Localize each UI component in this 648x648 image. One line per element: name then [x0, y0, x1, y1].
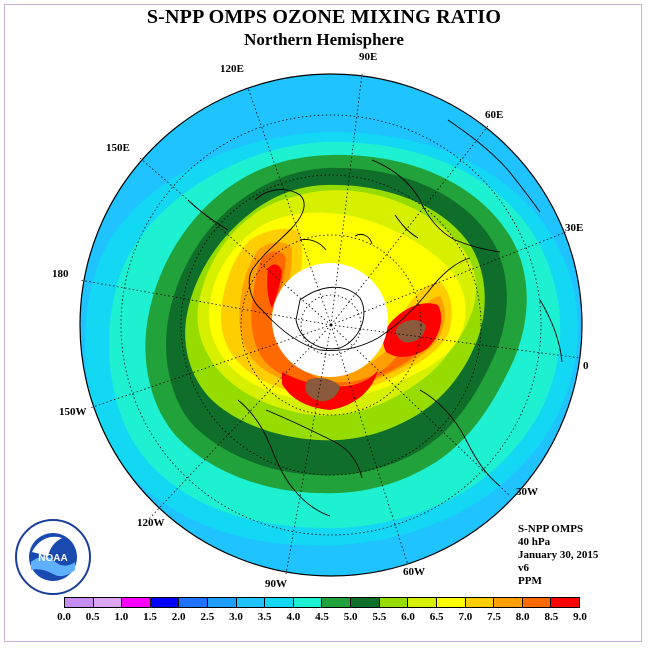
page-frame [4, 4, 642, 642]
polar-night-no-data [272, 263, 388, 377]
colorbar [64, 597, 580, 608]
colorbar-tick-label: 9.0 [573, 611, 587, 623]
lon-label-30w: 30W [516, 486, 538, 498]
colorbar-tick-label: 3.0 [229, 611, 243, 623]
noaa-logo-text: NOAA [38, 553, 67, 564]
colorbar-tick-label: 8.0 [515, 611, 530, 623]
lon-label-150w: 150W [59, 406, 87, 418]
colorbar-segment [351, 598, 380, 607]
page-title: S-NPP OMPS OZONE MIXING RATIO [146, 6, 502, 28]
colorbar-tick-label: 7.0 [458, 611, 473, 623]
colorbar-segment [122, 598, 151, 607]
colorbar-segment [65, 598, 94, 607]
lon-label-90e: 90E [359, 51, 378, 63]
lon-label-30e: 30E [565, 222, 584, 234]
colorbar-tick-label: 8.5 [544, 611, 559, 623]
info-version: v6 [518, 562, 529, 574]
noaa-logo: NOAA [15, 519, 91, 595]
colorbar-tick-label: 6.5 [429, 611, 444, 623]
lon-label-120w: 120W [137, 517, 165, 529]
ozone-field [80, 74, 582, 576]
colorbar-tick-label: 5.0 [343, 611, 358, 623]
band-8-0 [251, 251, 441, 387]
colorbar-tick-label: 4.5 [315, 611, 329, 623]
info-instrument: S-NPP OMPS [518, 523, 584, 535]
lon-label-60e: 60E [485, 109, 504, 121]
lon-label-180: 180 [52, 268, 69, 280]
colorbar-segment [93, 598, 123, 607]
colorbar-segment [408, 598, 437, 607]
colorbar-segment [494, 598, 523, 607]
colorbar-segment [465, 598, 495, 607]
colorbar-tick-label: 1.5 [143, 611, 157, 623]
colorbar-segment [379, 598, 409, 607]
colorbar-tick-label: 5.5 [372, 611, 387, 623]
info-block: S-NPP OMPS 40 hPa January 30, 2015 v6 PP… [518, 523, 598, 588]
colorbar-segment [150, 598, 180, 607]
lon-label-90w: 90W [265, 578, 287, 590]
lon-label-120e: 120E [220, 63, 244, 75]
lon-label-150e: 150E [106, 142, 130, 154]
colorbar-segment [208, 598, 237, 607]
colorbar-segment [551, 598, 579, 607]
colorbar-segment [236, 598, 266, 607]
colorbar-segment [265, 598, 294, 607]
colorbar-segment [322, 598, 352, 607]
colorbar-tick-label: 2.0 [171, 611, 186, 623]
lon-label-0: 0 [583, 360, 589, 372]
lon-label-60w: 60W [403, 566, 425, 578]
colorbar-tick-label: 4.0 [286, 611, 301, 623]
colorbar-segment [436, 598, 466, 607]
graticule [79, 73, 581, 575]
band-9-0 [305, 320, 426, 402]
info-date: January 30, 2015 [518, 549, 599, 561]
colorbar-tick-label: 6.0 [401, 611, 415, 623]
colorbar-tick-label: 7.5 [487, 611, 501, 623]
colorbar-tick-label: 3.5 [257, 611, 272, 623]
colorbar-segment [293, 598, 323, 607]
page-subtitle: Northern Hemisphere [244, 30, 404, 49]
colorbar-segment [522, 598, 552, 607]
colorbar-tick-label: 1.0 [114, 611, 129, 623]
colorbar-tick-label: 0.5 [85, 611, 100, 623]
colorbar-tick-label: 0.0 [57, 611, 71, 623]
coastlines [187, 119, 563, 517]
colorbar-tick-label: 2.5 [200, 611, 215, 623]
info-units: PPM [518, 575, 542, 587]
map-border [79, 73, 583, 577]
info-level: 40 hPa [518, 536, 551, 548]
colorbar-segment [179, 598, 209, 607]
